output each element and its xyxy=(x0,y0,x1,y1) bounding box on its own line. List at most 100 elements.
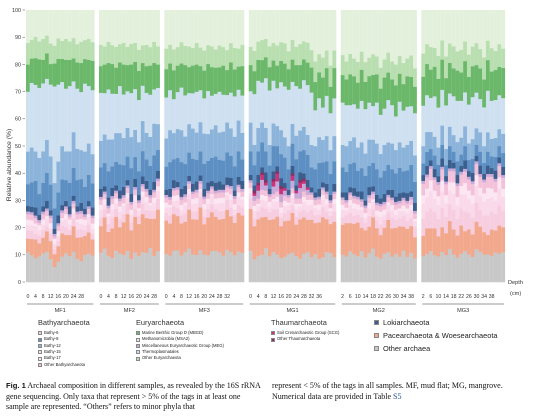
bar-segment-marine-benthic-group-d-mbgd xyxy=(175,65,180,93)
bar-segment-bathy-8 xyxy=(478,151,483,166)
bar-segment-marine-benthic-group-d-mbgd xyxy=(359,69,364,101)
bar-segment-marine-benthic-group-d-mbgd xyxy=(459,72,464,101)
bar-segment-bathy-15 xyxy=(478,195,483,211)
bar-segment-lokiarchaeota xyxy=(271,171,276,179)
bar-segment-other-euryarchaeota xyxy=(217,45,222,68)
legend-label: Marine Benthic Group D (MBGD) xyxy=(142,330,204,335)
bar-segment-bathy-12 xyxy=(493,137,498,158)
bar-segment-bathy-15 xyxy=(321,199,325,208)
bar-segment-lokiarchaeota xyxy=(183,185,188,195)
bar-segment-thermoplasmatales xyxy=(382,108,387,145)
bar-segment-bathy-8 xyxy=(98,167,103,189)
bar-segment-other-euryarchaeota xyxy=(309,49,314,68)
bar-segment-methanomicrobia-msa2 xyxy=(485,10,490,41)
bar-segment-other-archaea xyxy=(202,254,207,283)
bar-segment-marine-benthic-group-d-mbgd xyxy=(148,65,153,95)
bar-segment-miscellaneous-euryarchaeotic-group-meg xyxy=(267,193,272,197)
bar-segment-thermoplasmatales xyxy=(225,94,230,123)
bar-segment-bathy-12 xyxy=(309,144,314,168)
bar-segment-bathy-15 xyxy=(67,224,72,230)
group-label: MF3 xyxy=(199,308,210,314)
bar-segment-marine-benthic-group-d-mbgd xyxy=(60,58,65,83)
bar-segment-other-archaea xyxy=(309,257,314,283)
bar-segment-pacearchaeota-woesearchaeota xyxy=(482,232,487,255)
bar-segment-other-euryarchaeota xyxy=(367,57,372,77)
depth-label: Depth xyxy=(508,280,523,286)
bar-segment-bathy-12 xyxy=(252,144,257,166)
bar-segment-bathy-6 xyxy=(455,218,460,236)
bar-segment-other-archaea xyxy=(355,256,360,283)
bar-segment-other-bathyarchaeota xyxy=(355,199,360,205)
bar-segment-lokiarchaeota xyxy=(317,188,322,197)
figure-label: Fig. 1 xyxy=(6,381,26,390)
bar-segment-other-archaea xyxy=(137,255,141,283)
legend-label: Other Thaumarchaeota xyxy=(277,336,321,342)
legend-swatch xyxy=(136,337,140,342)
bar-segment-bathy-15 xyxy=(156,191,160,200)
bar-segment-marine-benthic-group-d-mbgd xyxy=(282,63,287,87)
caption-text-2: represent < 5% of the tags in all sample… xyxy=(272,381,503,401)
bar-segment-bathy-17 xyxy=(202,203,207,210)
bar-segment-pacearchaeota-woesearchaeota xyxy=(90,239,95,256)
legend-swatch xyxy=(374,346,379,351)
bar-segment-methanomicrobia-msa2 xyxy=(232,10,237,48)
bar-segment-bathy-12 xyxy=(271,123,276,147)
bar-segment-bathy-6 xyxy=(482,215,487,233)
bar-segment-other-archaea xyxy=(240,252,245,283)
bar-segment-miscellaneous-euryarchaeotic-group-meg xyxy=(263,185,268,191)
bar-segment-bathy-8 xyxy=(33,180,38,208)
bar-segment-bathy-15 xyxy=(413,221,417,227)
bar-segment-other-archaea xyxy=(114,250,119,283)
bar-segment-methanomicrobia-msa2 xyxy=(413,10,417,69)
bar-segment-bathy-17 xyxy=(348,199,353,206)
bar-segment-bathy-15 xyxy=(271,201,276,210)
bar-segment-bathy-8 xyxy=(221,160,226,185)
bar-segment-pacearchaeota-woesearchaeota xyxy=(390,228,395,257)
bar-segment-pacearchaeota-woesearchaeota xyxy=(79,237,84,262)
bar-segment-thermoplasmatales xyxy=(313,110,318,147)
bar-segment-other-archaea xyxy=(110,257,115,283)
bar-segment-other-euryarchaeota xyxy=(209,46,214,68)
bar-segment-bathy-15 xyxy=(79,223,84,230)
bar-segment-bathy-8 xyxy=(156,149,160,171)
bar-segment-bathy-12 xyxy=(432,136,437,156)
bar-segment-marine-benthic-group-d-mbgd xyxy=(344,79,349,106)
bar-segment-marine-benthic-group-d-mbgd xyxy=(79,62,84,93)
bar-segment-marine-benthic-group-d-mbgd xyxy=(267,66,272,91)
bar-segment-lokiarchaeota xyxy=(428,160,433,167)
bar-segment-bathy-6 xyxy=(359,217,364,228)
bar-segment-bathy-17 xyxy=(328,208,333,211)
bar-segment-pacearchaeota-woesearchaeota xyxy=(236,212,241,252)
legend-label: Lokiarchaeota xyxy=(383,318,430,327)
bar-segment-thermoplasmatales xyxy=(459,100,464,138)
bar-segment-other-archaea xyxy=(482,254,487,283)
bar-segment-other-bathyarchaeota xyxy=(71,203,76,209)
bar-segment-thermoplasmatales xyxy=(118,85,122,134)
bar-segment-soil-crenarchaeotic-group-scg xyxy=(256,185,261,191)
bar-segment-bathy-12 xyxy=(359,142,364,169)
bar-segment-other-bathyarchaeota xyxy=(133,189,138,196)
bar-segment-other-bathyarchaeota xyxy=(378,206,383,212)
bar-segment-bathy-17 xyxy=(60,217,65,221)
bar-segment-miscellaneous-euryarchaeotic-group-meg xyxy=(183,194,188,198)
bar-segment-methanomicrobia-msa2 xyxy=(436,10,441,57)
x-tick-label: 36 xyxy=(316,294,322,300)
bar-segment-methanomicrobia-msa2 xyxy=(382,10,387,60)
bar-segment-other-euryarchaeota xyxy=(175,46,180,66)
bar-segment-methanomicrobia-msa2 xyxy=(359,10,364,52)
bar-segment-miscellaneous-euryarchaeotic-group-meg xyxy=(137,200,141,204)
bar-segment-methanomicrobia-msa2 xyxy=(60,10,65,42)
x-tick-label: 34 xyxy=(481,294,487,300)
bar-segment-methanomicrobia-msa2 xyxy=(340,10,345,56)
bar-segment-thermoplasmatales xyxy=(317,98,322,138)
bar-segment-marine-benthic-group-d-mbgd xyxy=(33,58,38,85)
bar-segment-methanomicrobia-msa2 xyxy=(240,10,245,45)
bar-segment-bathy-6 xyxy=(263,208,268,217)
bar-segment-other-archaea xyxy=(344,256,349,283)
bar-segment-bathy-6 xyxy=(363,222,368,231)
bar-segment-bathy-17 xyxy=(71,208,76,214)
bar-segment-bathy-12 xyxy=(313,146,318,170)
bar-segment-bathy-8 xyxy=(133,156,138,179)
bar-segment-bathy-15 xyxy=(121,205,126,215)
table-link[interactable]: S5 xyxy=(393,391,402,401)
